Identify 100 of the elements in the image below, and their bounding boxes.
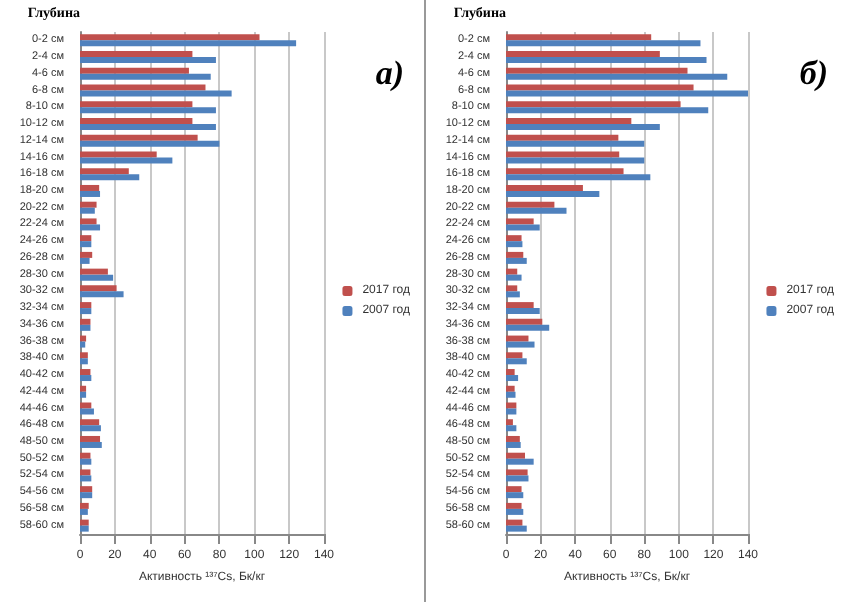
bar	[80, 34, 260, 41]
bar	[80, 308, 92, 315]
bar	[80, 57, 216, 64]
bar	[80, 358, 88, 365]
bar	[80, 218, 97, 225]
bar	[506, 34, 652, 41]
bar	[80, 492, 93, 499]
bar	[506, 257, 527, 264]
bar	[80, 486, 93, 493]
bar	[506, 452, 526, 459]
bar	[506, 241, 523, 248]
bar	[80, 224, 101, 231]
bar	[80, 525, 89, 532]
bar	[80, 235, 92, 242]
bar	[506, 224, 540, 231]
bar	[506, 235, 522, 242]
bar	[80, 124, 216, 131]
bar	[506, 352, 523, 359]
bar	[506, 408, 517, 415]
bar	[80, 419, 100, 426]
text: б)	[799, 54, 829, 92]
bar	[80, 257, 90, 264]
bar	[80, 168, 129, 175]
bar	[80, 134, 198, 141]
bar	[506, 124, 660, 131]
bar	[506, 318, 543, 325]
bar	[80, 318, 91, 325]
bar	[80, 201, 97, 208]
bar	[506, 502, 522, 509]
bar	[80, 475, 92, 482]
bar	[80, 140, 220, 147]
bar	[506, 302, 534, 309]
bar	[506, 458, 534, 465]
bar	[506, 435, 520, 442]
bar	[80, 51, 193, 58]
bar	[80, 151, 157, 158]
bar	[506, 201, 555, 208]
bar	[80, 40, 297, 47]
bar	[506, 40, 701, 47]
bar	[506, 274, 522, 281]
bar	[506, 508, 524, 515]
bar	[80, 375, 92, 382]
bar	[80, 84, 206, 91]
bar	[80, 157, 173, 164]
bar	[80, 408, 94, 415]
bar	[80, 190, 101, 197]
bar	[80, 90, 232, 97]
bar	[506, 151, 620, 158]
bar	[80, 207, 95, 214]
bar	[80, 341, 86, 348]
bar	[80, 402, 92, 409]
bar	[506, 341, 535, 348]
bar	[80, 458, 92, 465]
bar	[506, 101, 681, 108]
bar	[80, 291, 124, 298]
bar	[80, 335, 87, 342]
bar	[80, 184, 100, 191]
bar	[80, 425, 101, 432]
bar	[506, 73, 728, 80]
bar	[80, 73, 211, 80]
bar	[506, 525, 527, 532]
bar	[506, 251, 524, 258]
bar	[506, 469, 528, 476]
bar	[506, 207, 567, 214]
bar	[506, 51, 660, 58]
bar	[80, 369, 91, 376]
text: а)	[375, 54, 405, 92]
bar	[506, 475, 529, 482]
bar	[506, 308, 540, 315]
bar	[80, 107, 216, 114]
bar	[80, 391, 87, 398]
bar	[506, 385, 515, 392]
bar	[506, 84, 694, 91]
bar	[80, 508, 88, 515]
bar	[506, 90, 748, 97]
bar	[80, 118, 193, 125]
bar	[80, 274, 114, 281]
bar	[506, 324, 550, 331]
bar	[506, 140, 645, 147]
bar	[506, 184, 583, 191]
bar	[80, 452, 91, 459]
bar	[506, 441, 521, 448]
bar	[80, 469, 91, 476]
bar	[506, 402, 517, 409]
bar	[506, 218, 534, 225]
bar	[80, 302, 92, 309]
bar	[506, 190, 600, 197]
bar	[80, 285, 117, 292]
bar	[80, 251, 93, 258]
bar	[506, 67, 688, 74]
bar	[506, 174, 651, 181]
bar	[506, 285, 518, 292]
bar	[506, 419, 513, 426]
bar	[80, 67, 189, 74]
bar	[80, 441, 102, 448]
bar	[506, 291, 520, 298]
bar	[80, 268, 108, 275]
bar	[506, 57, 707, 64]
bar	[506, 107, 709, 114]
bar	[80, 502, 89, 509]
